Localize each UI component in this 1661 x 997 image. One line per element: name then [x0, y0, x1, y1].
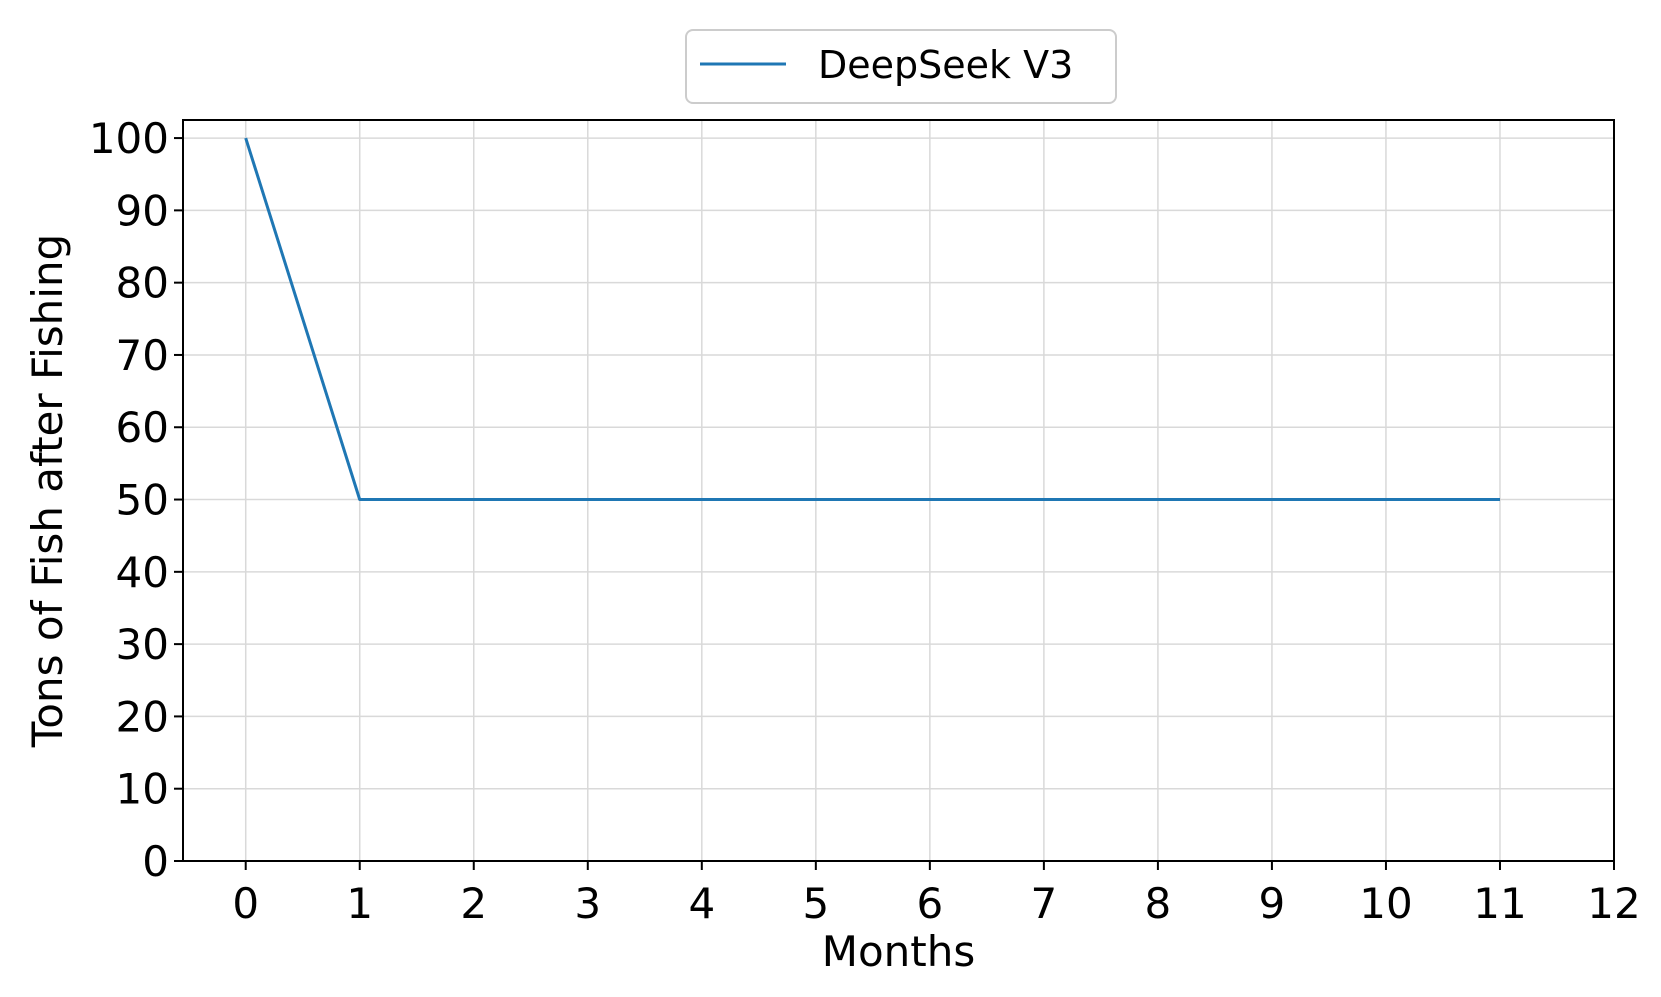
x-tick-label: 4: [688, 879, 715, 928]
y-tick-label: 100: [89, 114, 169, 163]
legend-label-deepseek-v3: DeepSeek V3: [818, 43, 1073, 87]
y-tick-label: 80: [116, 259, 169, 308]
x-tick-label: 9: [1259, 879, 1286, 928]
series-layer: [244, 137, 1500, 501]
x-axis-label: Months: [822, 927, 976, 976]
x-tick-label: 3: [574, 879, 601, 928]
x-tick-label: 1: [346, 879, 373, 928]
y-tick-label: 20: [116, 692, 169, 741]
x-tick-label: 7: [1031, 879, 1058, 928]
x-tick-label: 8: [1145, 879, 1172, 928]
y-axis-label: Tons of Fish after Fishing: [23, 234, 72, 748]
x-tick-label: 12: [1587, 879, 1640, 928]
y-tick-label: 40: [116, 548, 169, 597]
x-tick-label: 0: [232, 879, 259, 928]
series-line-deepseek-v3: [244, 137, 1500, 501]
y-tick-label: 90: [116, 186, 169, 235]
y-tick-label: 0: [142, 837, 169, 886]
x-tick-label: 11: [1473, 879, 1526, 928]
x-tick-label: 5: [802, 879, 829, 928]
legend-box: [685, 29, 1117, 104]
y-tick-label: 70: [116, 331, 169, 380]
y-tick-label: 10: [116, 765, 169, 814]
legend: DeepSeek V3: [685, 29, 1117, 104]
plot-frame: [182, 119, 1615, 862]
y-tick-label: 50: [116, 476, 169, 525]
grid-lines: [183, 120, 1615, 862]
x-tick-label: 6: [916, 879, 943, 928]
x-tick-label: 10: [1359, 879, 1412, 928]
y-tick-label: 60: [116, 403, 169, 452]
y-tick-label: 30: [116, 620, 169, 669]
x-tick-label: 2: [460, 879, 487, 928]
